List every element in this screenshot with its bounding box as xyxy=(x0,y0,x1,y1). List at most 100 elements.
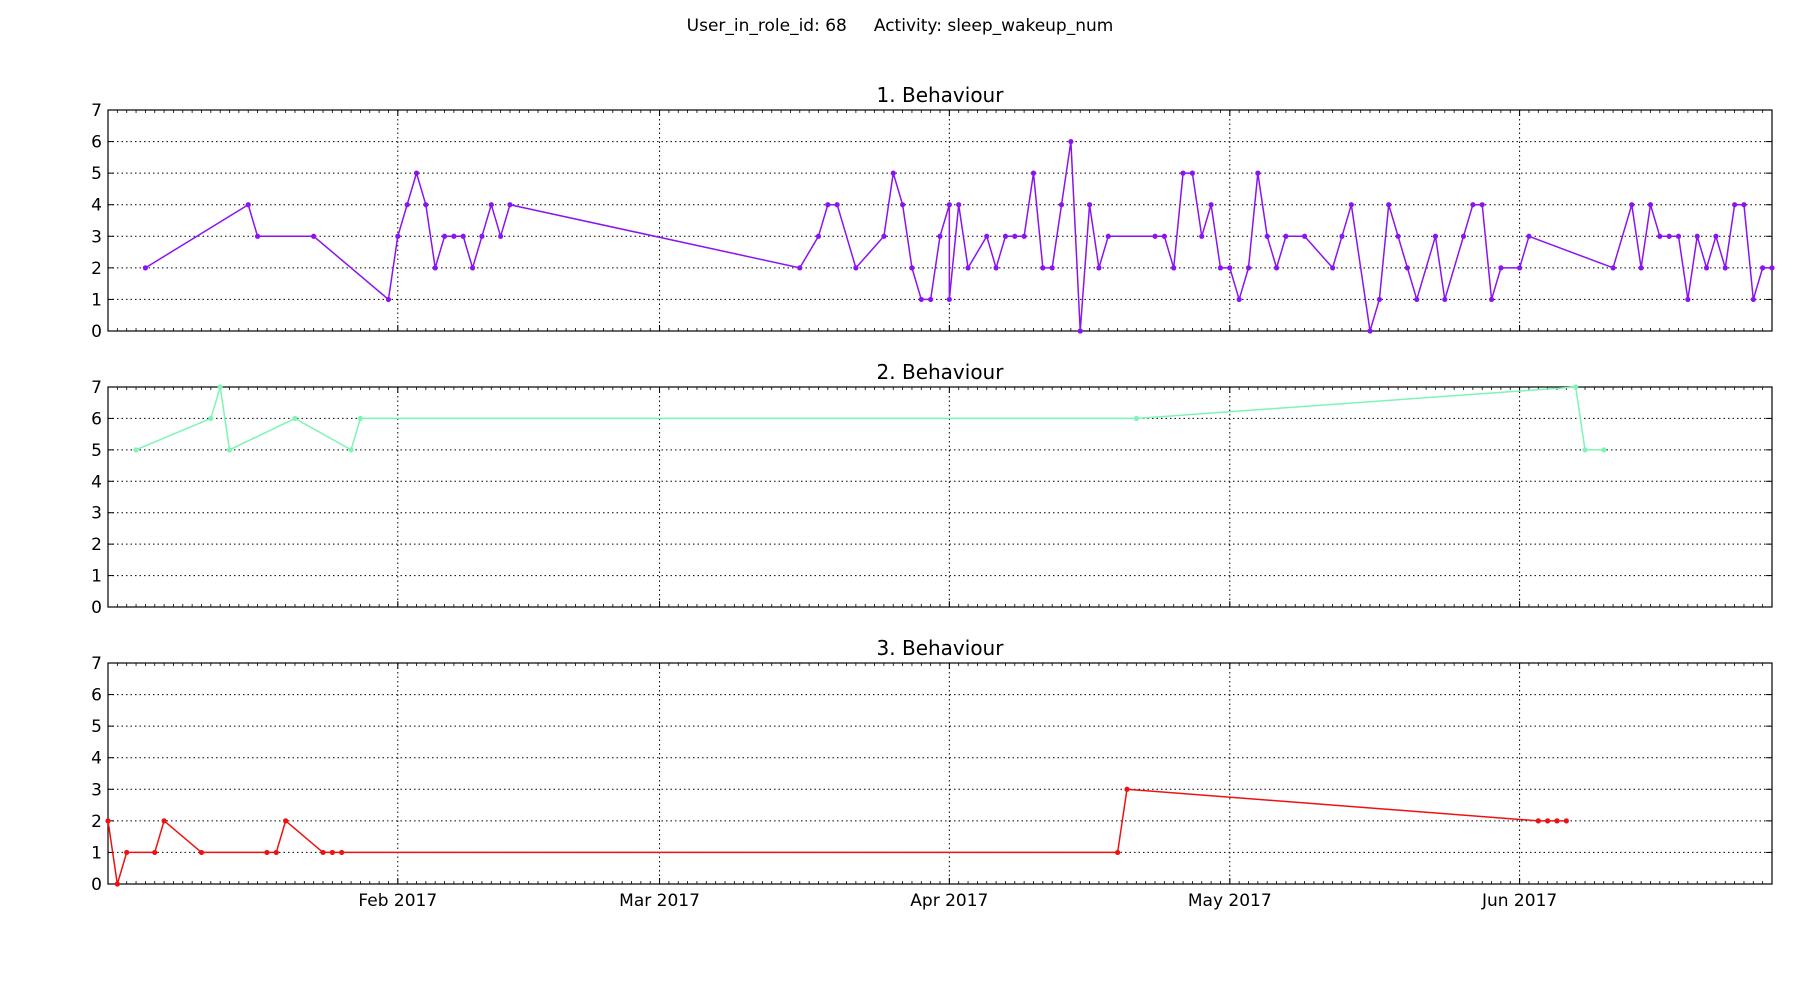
data-point xyxy=(1264,233,1270,239)
data-point xyxy=(1535,818,1541,824)
data-point xyxy=(900,202,906,208)
data-point xyxy=(1470,202,1476,208)
data-point xyxy=(1638,265,1644,271)
data-point xyxy=(1040,265,1046,271)
data-point xyxy=(815,233,822,239)
data-point xyxy=(1685,296,1691,303)
data-point xyxy=(928,296,934,303)
data-point xyxy=(1526,233,1532,239)
axes-frame xyxy=(107,109,1773,332)
data-point xyxy=(1217,265,1224,271)
subplot-3: 3. Behaviour 0 1 2 3 4 5 6 7 Feb 2017 Mar 2017 Apr … xyxy=(91,636,1773,911)
data-point xyxy=(1199,233,1205,239)
y-tick-label: 2 xyxy=(91,812,102,832)
data-point xyxy=(441,233,448,239)
data-point xyxy=(1180,170,1186,176)
data-point xyxy=(226,447,233,453)
data-point xyxy=(1666,233,1672,239)
data-point xyxy=(1339,233,1345,239)
subplot-title: 3. Behaviour xyxy=(877,636,1005,660)
data-point xyxy=(161,818,167,824)
data-point xyxy=(423,202,429,208)
y-tick-label: 1 xyxy=(91,567,102,587)
data-point xyxy=(1152,233,1158,239)
data-point xyxy=(1750,296,1756,303)
data-point xyxy=(1021,233,1027,239)
data-point xyxy=(217,384,223,390)
y-tick-label: 6 xyxy=(91,686,102,706)
data-point xyxy=(1610,265,1616,271)
data-point xyxy=(1713,233,1719,239)
data-point xyxy=(479,233,485,239)
data-point xyxy=(890,170,896,176)
data-point xyxy=(1002,233,1009,239)
data-point xyxy=(264,849,270,856)
y-tick-label: 1 xyxy=(91,290,102,310)
data-point xyxy=(198,849,205,856)
data-point xyxy=(413,170,420,176)
data-point xyxy=(1245,265,1252,271)
y-tick-label: 0 xyxy=(91,598,102,618)
x-tick-label: Jun 2017 xyxy=(1481,891,1557,911)
data-point xyxy=(1049,265,1055,271)
data-point xyxy=(1068,138,1074,145)
figure-suptitle: User_in_role_id: 68 Activity: sleep_wake… xyxy=(686,16,1114,36)
data-point xyxy=(1694,233,1700,239)
data-point xyxy=(1703,265,1710,271)
y-tick-label: 7 xyxy=(91,654,102,674)
data-point xyxy=(965,265,971,271)
y-tick-label: 5 xyxy=(91,164,102,184)
y-tick-label: 5 xyxy=(91,717,102,737)
x-tick-label: Mar 2017 xyxy=(619,891,700,911)
data-point xyxy=(1488,296,1495,303)
data-point xyxy=(956,202,962,208)
y-tick-label: 0 xyxy=(91,875,102,895)
data-point xyxy=(311,233,317,239)
data-point xyxy=(1629,202,1635,208)
data-point xyxy=(1348,202,1354,208)
y-tick-label: 6 xyxy=(91,409,102,429)
data-point xyxy=(1273,265,1280,271)
y-tick-label: 3 xyxy=(91,504,102,524)
data-point xyxy=(1722,265,1728,271)
subplot-2: 2. Behaviour 0 1 2 3 4 5 6 7 xyxy=(91,360,1773,618)
y-tick-label: 3 xyxy=(91,780,102,800)
y-tick-label: 4 xyxy=(91,749,102,769)
y-tick-label: 4 xyxy=(91,472,102,492)
x-tick-label: May 2017 xyxy=(1188,891,1272,911)
data-point xyxy=(834,202,840,208)
data-point xyxy=(1115,849,1121,856)
y-tick-label: 3 xyxy=(91,227,102,247)
data-point xyxy=(1171,265,1177,271)
data-point xyxy=(142,265,148,271)
data-point xyxy=(385,296,392,303)
data-point xyxy=(404,202,410,208)
data-point xyxy=(1554,818,1560,824)
data-point xyxy=(114,881,120,887)
data-point xyxy=(1227,265,1233,271)
data-point xyxy=(909,265,915,271)
data-point xyxy=(1675,233,1682,239)
data-point xyxy=(1386,202,1392,208)
data-point xyxy=(395,233,401,239)
data-point xyxy=(984,233,990,239)
data-point xyxy=(797,265,803,271)
y-tick-label: 7 xyxy=(91,101,102,121)
data-point xyxy=(1030,170,1037,176)
data-point xyxy=(1741,202,1747,208)
data-point xyxy=(1012,233,1018,239)
data-point xyxy=(853,265,859,271)
data-point xyxy=(1414,296,1420,303)
data-point xyxy=(329,849,335,856)
data-point xyxy=(133,447,139,453)
data-point xyxy=(292,415,298,422)
data-point xyxy=(254,233,261,239)
data-point xyxy=(1376,296,1382,303)
data-point xyxy=(451,233,457,239)
y-tick-label: 7 xyxy=(91,378,102,398)
data-point xyxy=(1124,786,1130,792)
data-point xyxy=(1582,447,1588,453)
data-point xyxy=(1563,818,1569,824)
y-tick-label: 0 xyxy=(91,322,102,342)
